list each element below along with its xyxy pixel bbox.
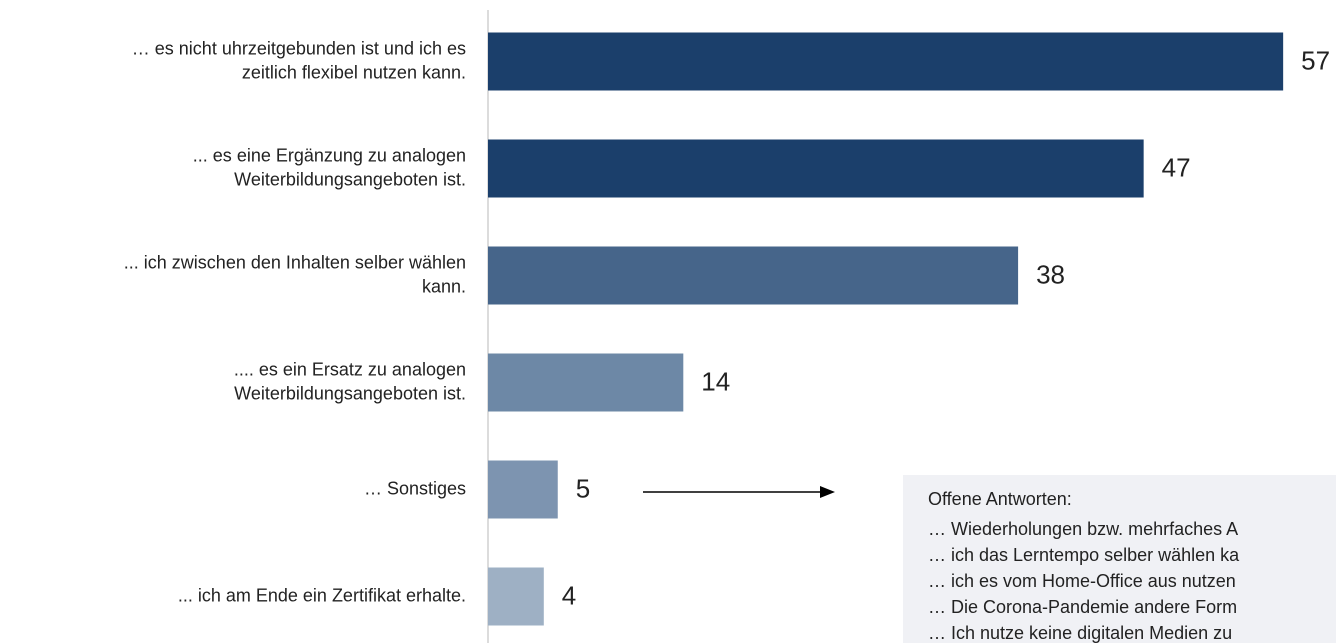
value-label: 38: [1036, 259, 1065, 289]
arrow-head: [820, 486, 835, 498]
value-label: 57: [1301, 45, 1330, 75]
category-label: ... ich am Ende ein Zertifikat erhalte.: [178, 585, 466, 605]
category-label: .... es ein Ersatz zu analogen: [234, 359, 466, 379]
bar: [488, 246, 1019, 305]
category-label: … Sonstiges: [364, 478, 466, 498]
category-label: Weiterbildungsangeboten ist.: [234, 383, 466, 403]
bar: [488, 567, 544, 626]
annotation-line: … Wiederholungen bzw. mehrfaches A: [928, 519, 1238, 539]
category-label: ... es eine Ergänzung zu analogen: [193, 145, 466, 165]
category-label: … es nicht uhrzeitgebunden ist und ich e…: [132, 38, 466, 58]
bar: [488, 353, 684, 412]
value-label: 47: [1162, 152, 1191, 182]
bar: [488, 460, 558, 519]
category-label: Weiterbildungsangeboten ist.: [234, 169, 466, 189]
value-label: 5: [576, 473, 590, 503]
annotation-line: … ich es vom Home-Office aus nutzen: [928, 571, 1236, 591]
category-label: zeitlich flexibel nutzen kann.: [242, 62, 466, 82]
value-label: 4: [562, 580, 576, 610]
annotation-line: … Ich nutze keine digitalen Medien zu: [928, 623, 1232, 643]
bar: [488, 139, 1144, 198]
annotation-line: … ich das Lerntempo selber wählen ka: [928, 545, 1240, 565]
category-label: ... ich zwischen den Inhalten selber wäh…: [124, 252, 466, 272]
bar: [488, 32, 1284, 91]
annotation-title: Offene Antworten:: [928, 489, 1072, 509]
annotation-line: … Die Corona-Pandemie andere Form: [928, 597, 1237, 617]
annotation-box: [903, 475, 1336, 643]
category-label: kann.: [422, 276, 466, 296]
value-label: 14: [701, 366, 730, 396]
